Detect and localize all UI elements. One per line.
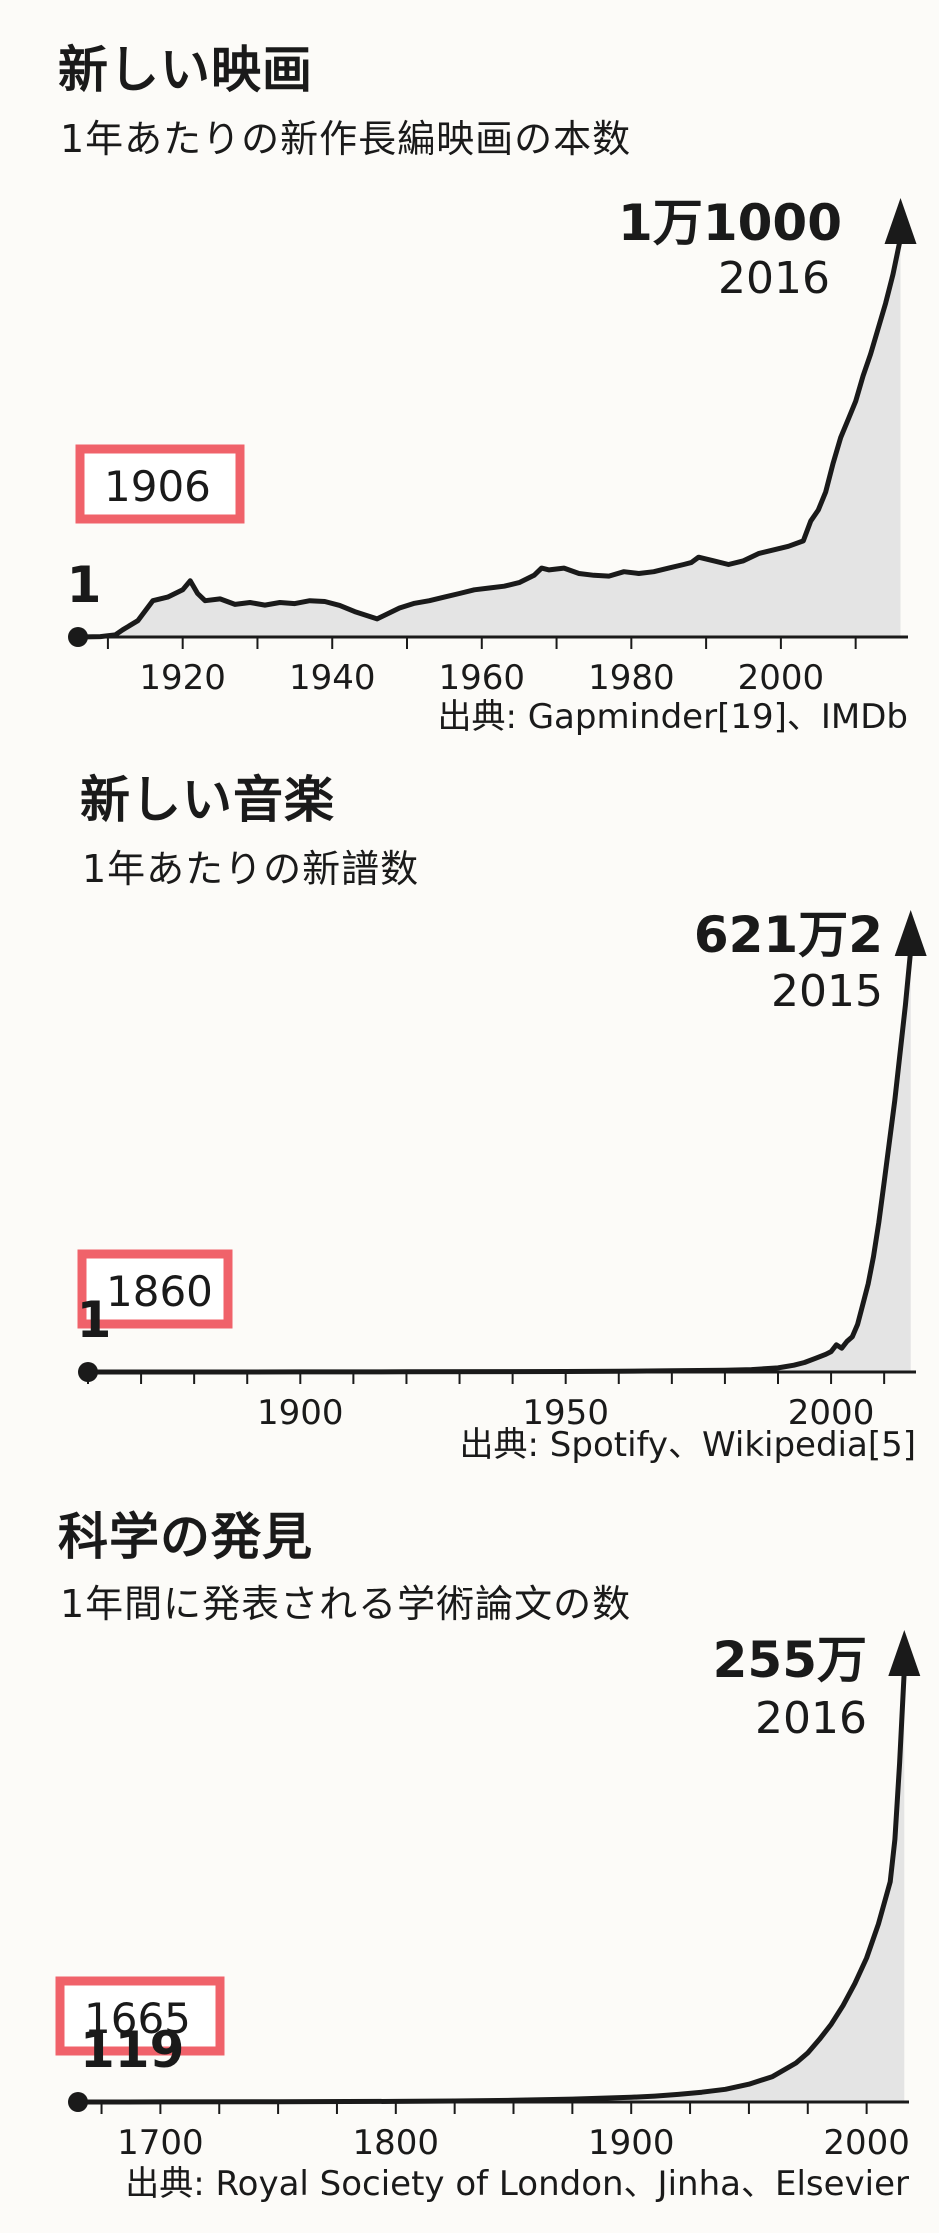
start-year-label: 1906 [104, 462, 211, 511]
peak-year-label: 2015 [771, 966, 883, 1017]
source-note: 出典: Royal Society of London、Jinha、Elsevi… [125, 2164, 909, 2204]
x-tick-label: 1940 [289, 658, 376, 698]
science-title: 科学の発見 [58, 1508, 313, 1566]
start-value-label: 1 [77, 1291, 112, 1349]
x-tick-label: 1700 [117, 2123, 204, 2163]
x-tick-label: 2000 [738, 658, 825, 698]
x-tick-label: 1800 [353, 2123, 440, 2163]
peak-year-label: 2016 [755, 1693, 867, 1744]
arrow-head-icon [894, 910, 927, 956]
source-note: 出典: Gapminder[19]、IMDb [437, 697, 908, 737]
music-subtitle: 1年あたりの新譜数 [82, 847, 420, 891]
start-value-label: 119 [80, 2021, 184, 2079]
start-year-highlight [55, 1976, 225, 2056]
start-point [68, 2092, 88, 2112]
start-year-label: 1860 [106, 1267, 213, 1316]
peak-value-label: 255万 [713, 1631, 867, 1689]
x-tick-label: 1980 [588, 658, 675, 698]
peak-year-label: 2016 [718, 253, 830, 304]
start-point [78, 1362, 98, 1382]
series-line [77, 1669, 907, 2105]
source-note: 出典: Spotify、Wikipedia[5] [460, 1425, 916, 1465]
area-fill [78, 238, 901, 637]
start-value-label: 1 [67, 556, 102, 614]
x-tick-label: 1960 [439, 658, 526, 698]
science-subtitle: 1年間に発表される学術論文の数 [60, 1582, 632, 1626]
movies-subtitle: 1年あたりの新作長編映画の本数 [60, 117, 632, 161]
music-panel: 新しい音楽 1年あたりの新譜数 1900 1950 2000 621万2 2015 186… [0, 750, 939, 1480]
peak-value-label: 1万1000 [618, 194, 842, 252]
x-tick-label: 1920 [139, 658, 226, 698]
series-line [77, 237, 903, 640]
start-year-highlight [75, 444, 245, 524]
start-year-highlight [77, 1249, 233, 1329]
x-tick-label: 1900 [588, 2123, 675, 2163]
x-tick-label: 1900 [257, 1393, 344, 1433]
music-title: 新しい音楽 [80, 771, 335, 829]
series-line [88, 949, 914, 1375]
science-panel: 科学の発見 1年間に発表される学術論文の数 1700 1800 1900 2000 25… [0, 1480, 939, 2233]
start-year-label: 1665 [84, 1994, 191, 2043]
movies-panel: 新しい映画 1年あたりの新作長編映画の本数 1920 1940 1960 1980 20… [0, 0, 939, 750]
movies-title: 新しい映画 [58, 41, 313, 99]
x-tick-label: 2000 [788, 1393, 875, 1433]
area-fill [78, 1670, 905, 2102]
start-point [68, 627, 88, 647]
peak-value-label: 621万2 [694, 906, 883, 964]
arrow-head-icon [884, 198, 917, 244]
arrow-head-icon [888, 1630, 921, 1676]
x-tick-label: 2000 [823, 2123, 910, 2163]
x-tick-label: 1950 [522, 1393, 609, 1433]
